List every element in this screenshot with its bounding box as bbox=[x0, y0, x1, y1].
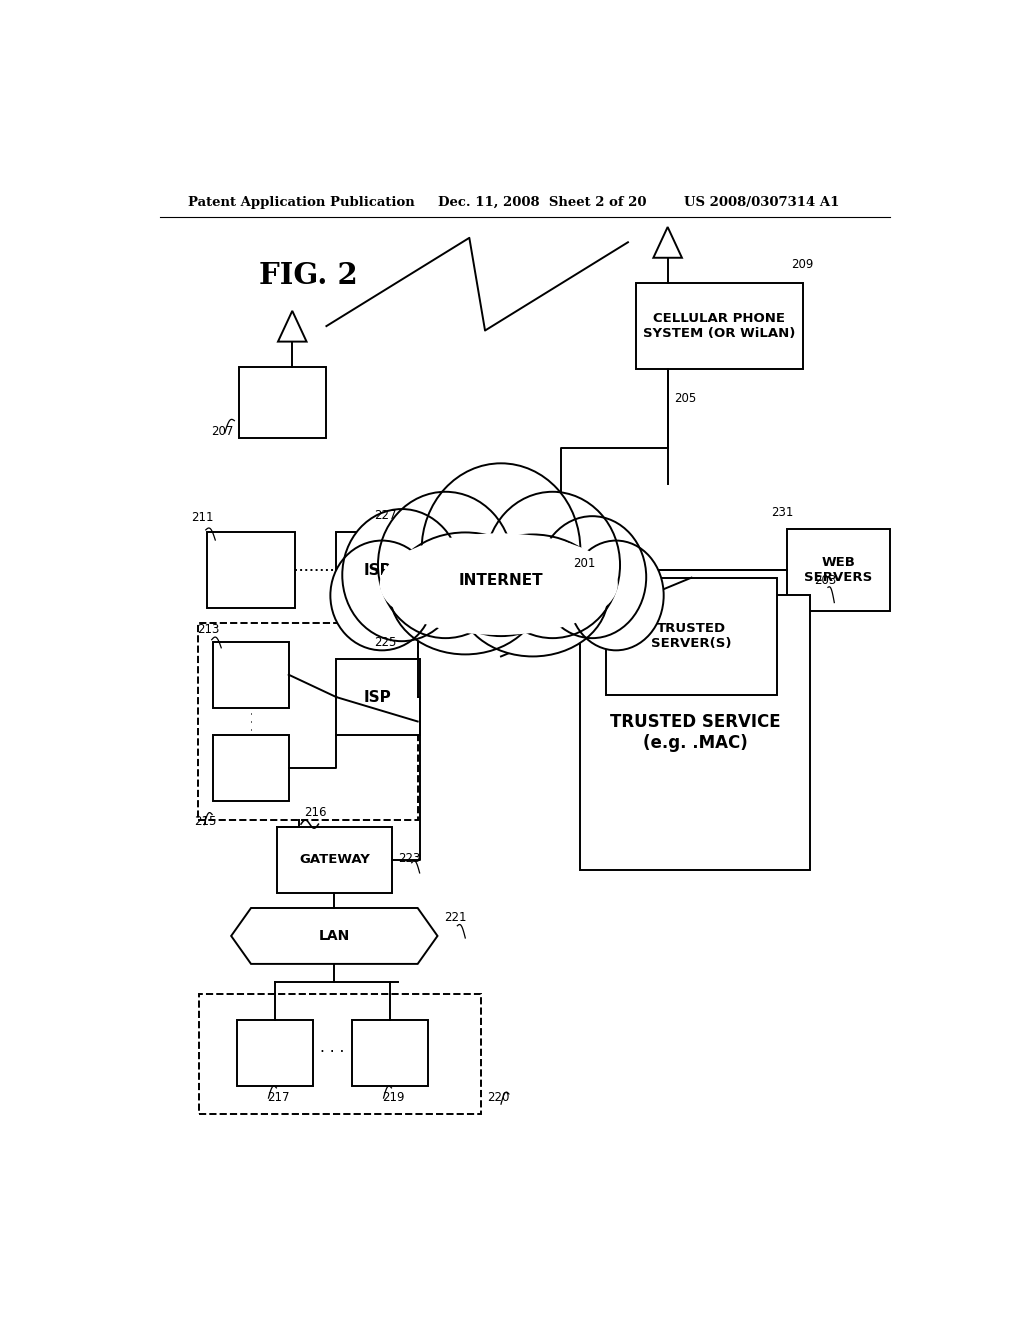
Text: 219: 219 bbox=[382, 1092, 404, 1104]
Text: 207: 207 bbox=[211, 425, 233, 438]
Text: ISP: ISP bbox=[365, 689, 392, 705]
Polygon shape bbox=[231, 908, 437, 964]
Text: 217: 217 bbox=[267, 1092, 290, 1104]
Text: Dec. 11, 2008  Sheet 2 of 20: Dec. 11, 2008 Sheet 2 of 20 bbox=[437, 195, 646, 209]
Bar bbox=[198, 623, 418, 820]
Bar bbox=[213, 642, 289, 708]
Ellipse shape bbox=[378, 492, 513, 638]
Text: 205: 205 bbox=[674, 392, 696, 405]
Text: ISP: ISP bbox=[365, 562, 392, 578]
Bar bbox=[200, 994, 481, 1114]
Bar bbox=[581, 595, 810, 870]
Bar bbox=[240, 367, 327, 438]
Text: Patent Application Publication: Patent Application Publication bbox=[187, 195, 415, 209]
Text: 215: 215 bbox=[194, 814, 216, 828]
Ellipse shape bbox=[458, 535, 608, 656]
Text: 209: 209 bbox=[791, 257, 813, 271]
Ellipse shape bbox=[568, 541, 664, 651]
Ellipse shape bbox=[422, 463, 581, 636]
Text: FIG. 2: FIG. 2 bbox=[259, 261, 357, 290]
Text: 216: 216 bbox=[304, 807, 327, 818]
Text: 201: 201 bbox=[572, 557, 595, 569]
Text: 223: 223 bbox=[398, 851, 421, 865]
Ellipse shape bbox=[485, 492, 621, 638]
Text: INTERNET: INTERNET bbox=[459, 573, 544, 587]
Text: 225: 225 bbox=[374, 636, 396, 649]
Text: 221: 221 bbox=[443, 911, 466, 924]
Bar bbox=[276, 826, 392, 892]
Bar bbox=[636, 282, 803, 370]
Ellipse shape bbox=[539, 516, 646, 638]
Ellipse shape bbox=[380, 533, 617, 635]
Text: 231: 231 bbox=[771, 507, 794, 519]
Bar bbox=[238, 1020, 312, 1086]
Text: · · ·: · · · bbox=[321, 1045, 344, 1060]
Text: · · ·: · · · bbox=[247, 711, 260, 731]
Text: TRUSTED
SERVER(S): TRUSTED SERVER(S) bbox=[651, 622, 732, 651]
Text: US 2008/0307314 A1: US 2008/0307314 A1 bbox=[684, 195, 839, 209]
Text: 211: 211 bbox=[191, 511, 214, 524]
Text: 227: 227 bbox=[374, 508, 396, 521]
Ellipse shape bbox=[342, 510, 461, 642]
Bar bbox=[336, 532, 420, 609]
Bar bbox=[213, 735, 289, 801]
Ellipse shape bbox=[390, 532, 541, 655]
Text: TRUSTED SERVICE
(e.g. .MAC): TRUSTED SERVICE (e.g. .MAC) bbox=[610, 713, 780, 752]
Text: WEB
SERVERS: WEB SERVERS bbox=[804, 556, 872, 583]
Ellipse shape bbox=[331, 541, 433, 651]
Text: CELLULAR PHONE
SYSTEM (OR WiLAN): CELLULAR PHONE SYSTEM (OR WiLAN) bbox=[643, 312, 796, 341]
Bar bbox=[207, 532, 295, 609]
Text: 203: 203 bbox=[814, 574, 837, 587]
Bar bbox=[786, 529, 890, 611]
Bar bbox=[606, 578, 777, 694]
Text: LAN: LAN bbox=[318, 929, 350, 942]
Bar bbox=[352, 1020, 428, 1086]
Text: 220: 220 bbox=[487, 1092, 510, 1104]
Text: GATEWAY: GATEWAY bbox=[299, 853, 370, 866]
Text: 213: 213 bbox=[198, 623, 220, 636]
Bar bbox=[336, 659, 420, 735]
